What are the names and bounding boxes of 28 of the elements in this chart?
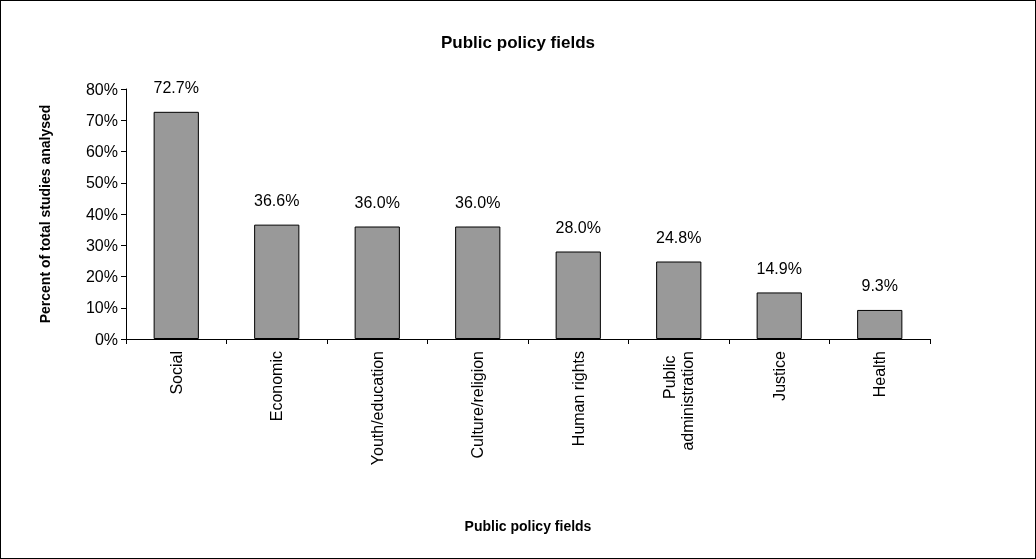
x-tick-label: Culture/religion xyxy=(469,351,487,459)
data-label: 36.6% xyxy=(254,192,300,210)
data-label: 14.9% xyxy=(756,259,802,277)
y-tick-label: 0% xyxy=(94,330,118,348)
y-tick-label: 40% xyxy=(85,205,118,223)
x-tick-label: Justice xyxy=(770,350,788,401)
y-tick-label: 80% xyxy=(85,80,118,98)
data-label: 28.0% xyxy=(555,219,601,236)
x-tick-label: Economic xyxy=(268,351,286,422)
y-tick-label: 60% xyxy=(85,143,118,160)
y-tick-label: 70% xyxy=(85,111,118,129)
data-label: 24.8% xyxy=(656,229,702,246)
data-label: 36.0% xyxy=(354,194,400,211)
x-tick-label: Human rights xyxy=(569,351,587,447)
x-tick-label: Social xyxy=(167,351,185,395)
x-tick-label: Health xyxy=(871,351,889,398)
x-tick-label: Public administration xyxy=(661,351,697,451)
y-axis-title: Percent of total studies analysed xyxy=(37,104,53,324)
x-axis-title: Public policy fields xyxy=(464,518,592,534)
y-tick-label: 10% xyxy=(85,299,118,317)
data-label: 72.7% xyxy=(153,79,199,97)
data-label: 9.3% xyxy=(861,277,898,295)
x-tick-label: Youth/education xyxy=(368,351,386,466)
y-tick-label: 50% xyxy=(85,174,118,192)
chart-title: Public policy fields xyxy=(441,33,595,52)
data-label: 36.0% xyxy=(455,194,501,211)
y-tick-label: 20% xyxy=(85,268,118,285)
y-tick-label: 30% xyxy=(85,236,118,254)
